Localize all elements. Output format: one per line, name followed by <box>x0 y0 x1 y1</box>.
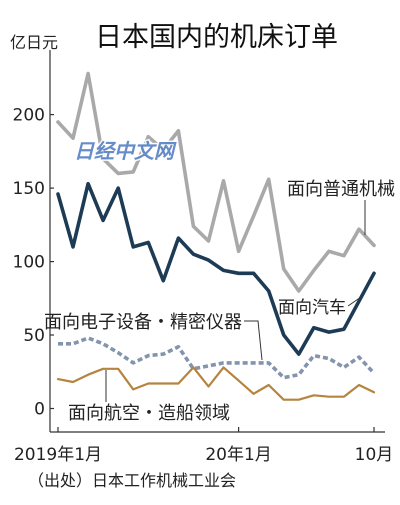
y-axis-unit-label: 亿日元 <box>10 33 58 52</box>
series-label-automotive: 面向汽车 <box>278 298 346 318</box>
x-ticks: 2019年1月 20年1月 10月 <box>14 427 393 465</box>
watermark-logo: 日经中文网 <box>74 139 177 163</box>
y-tick-label: 200 <box>13 106 45 126</box>
leader-line-automotive <box>347 296 362 307</box>
data-point-electronics-precision <box>372 371 376 375</box>
series-lines <box>56 71 376 401</box>
y-tick-label: 0 <box>34 400 45 420</box>
source-note: （出处）日本工作机械工业会 <box>28 471 236 490</box>
series-line-automotive <box>56 181 376 356</box>
y-tick-label: 150 <box>13 179 45 199</box>
y-tick-label: 100 <box>13 253 45 273</box>
y-tick-label: 50 <box>23 326 45 346</box>
axes <box>49 50 385 433</box>
x-tick-label: 2019年1月 <box>14 445 102 465</box>
leader-line-electronics-precision <box>244 320 263 361</box>
series-label-general-machinery: 面向普通机械 <box>287 179 395 200</box>
series-labels: 面向普通机械 面向汽车 面向电子设备・精密仪器 面向航空・造船领域 <box>44 179 395 424</box>
series-automotive <box>56 181 376 356</box>
chart-title: 日本国内的机床订单 <box>95 22 338 53</box>
series-label-electronics-precision: 面向电子设备・精密仪器 <box>44 312 242 333</box>
series-line-aerospace-shipbuilding <box>56 366 376 401</box>
series-label-aerospace-shipbuilding: 面向航空・造船领域 <box>68 403 230 424</box>
series-general-machinery <box>56 71 376 293</box>
x-tick-label: 10月 <box>355 445 394 465</box>
series-electronics-precision <box>58 336 376 380</box>
series-line-electronics-precision <box>58 336 376 380</box>
series-line-general-machinery <box>56 71 376 293</box>
series-aerospace-shipbuilding <box>56 366 376 401</box>
y-ticks: 0 50 100 150 200 <box>13 106 54 420</box>
x-tick-label: 20年1月 <box>205 445 271 465</box>
